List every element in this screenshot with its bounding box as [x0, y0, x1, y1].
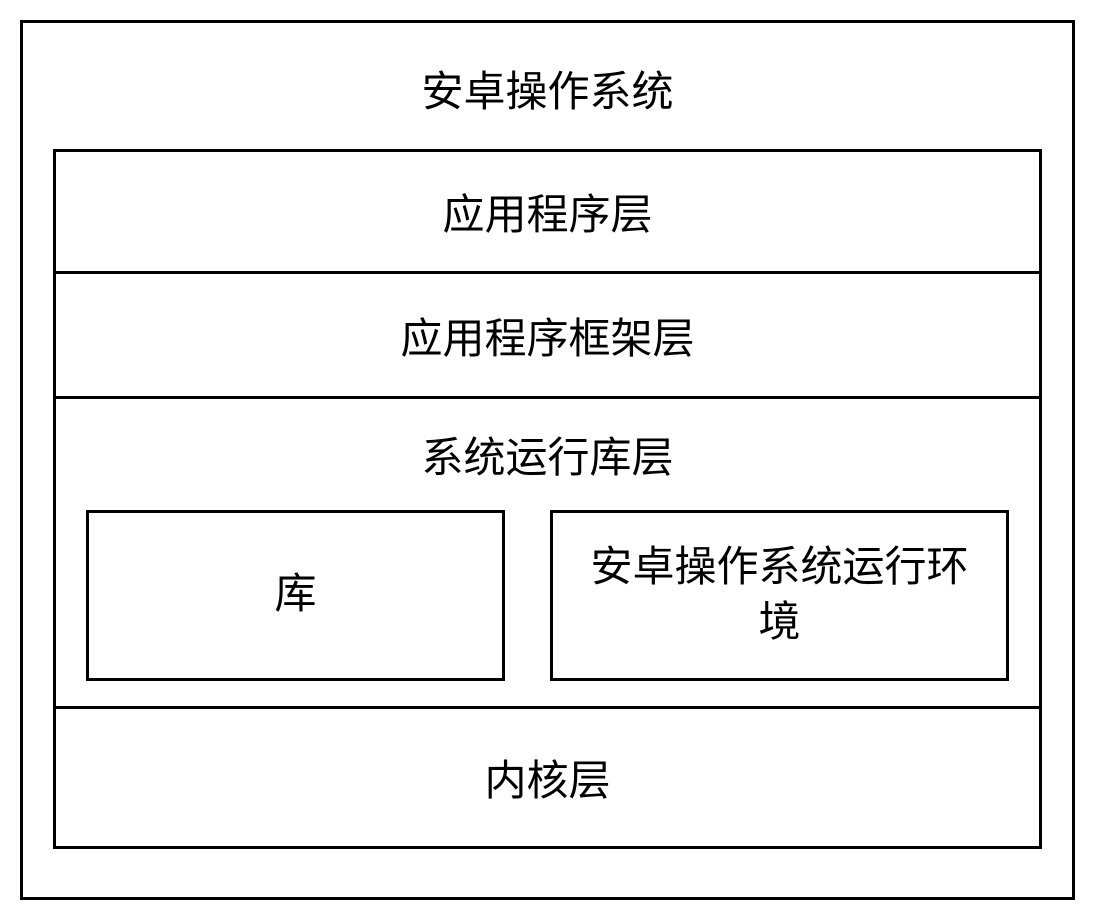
android-runtime-box: 安卓操作系统运行环境 [550, 510, 1009, 681]
application-layer-box: 应用程序层 [53, 149, 1042, 274]
library-label: 库 [274, 568, 316, 623]
architecture-diagram: 安卓操作系统 应用程序层 应用程序框架层 系统运行库层 库 安卓操作系统运行环境… [20, 20, 1075, 900]
runtime-layer-box: 系统运行库层 库 安卓操作系统运行环境 [53, 399, 1042, 709]
runtime-sublayers: 库 安卓操作系统运行环境 [86, 510, 1009, 681]
framework-layer-label: 应用程序框架层 [400, 305, 694, 366]
kernel-layer-box: 内核层 [53, 709, 1042, 849]
library-box: 库 [86, 510, 505, 681]
kernel-layer-label: 内核层 [484, 747, 610, 808]
android-runtime-label: 安卓操作系统运行环境 [573, 541, 986, 650]
diagram-title: 安卓操作系统 [53, 43, 1042, 149]
application-layer-label: 应用程序层 [442, 181, 652, 242]
runtime-layer-label: 系统运行库层 [86, 399, 1009, 510]
framework-layer-box: 应用程序框架层 [53, 274, 1042, 399]
